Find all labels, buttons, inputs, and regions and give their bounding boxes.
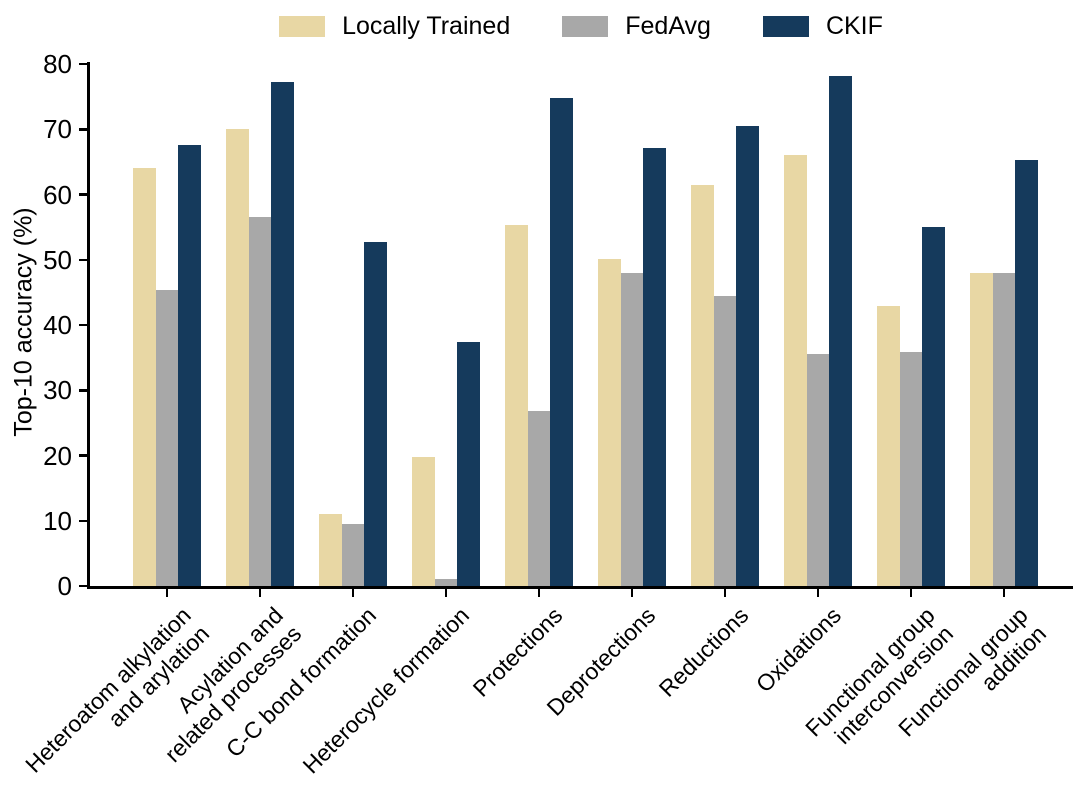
bar-fedavg — [434, 579, 458, 586]
x-axis-line — [87, 586, 1073, 589]
legend-item-1: Locally Trained — [279, 14, 510, 39]
bar-ckif — [736, 126, 759, 586]
x-tick-label-line: Oxidations — [751, 602, 847, 698]
bar-fedavg — [806, 353, 830, 586]
y-tick-mark — [79, 519, 87, 522]
x-tick-label: Heterocycle formation — [298, 602, 475, 779]
y-tick-mark — [79, 584, 87, 588]
x-tick-mark — [909, 589, 913, 597]
y-tick-label: 70 — [43, 114, 72, 145]
legend-item-2: FedAvg — [562, 14, 711, 39]
y-tick-mark — [79, 62, 87, 66]
y-tick-mark — [79, 323, 87, 327]
y-tick-label: 30 — [43, 375, 72, 406]
bar-ckif — [643, 148, 666, 586]
bar-ckif — [364, 242, 387, 586]
bar-ckif — [1015, 159, 1038, 586]
x-tick-label-line: Heterocycle formation — [297, 602, 475, 779]
bar-fedavg — [992, 273, 1016, 586]
y-axis-line — [87, 62, 90, 589]
bar-ckif — [550, 97, 573, 586]
legend: Locally Trained FedAvg CKIF — [41, 14, 1080, 39]
y-tick-mark — [79, 193, 87, 196]
bar-locally-trained — [412, 456, 435, 586]
x-tick-mark — [816, 589, 820, 597]
bar-locally-trained — [784, 155, 807, 586]
y-tick-label: 20 — [43, 440, 72, 471]
bar-fedavg — [155, 289, 179, 586]
y-tick-label: 0 — [57, 571, 72, 601]
x-tick-mark — [444, 589, 448, 597]
x-tick-mark — [723, 589, 727, 597]
bar-locally-trained — [226, 129, 249, 586]
y-tick-mark — [79, 454, 87, 457]
y-tick-label: 40 — [43, 310, 72, 340]
x-tick-mark — [351, 589, 355, 597]
x-tick-label: Protections — [468, 602, 568, 702]
bar-ckif — [922, 227, 945, 586]
bar-locally-trained — [598, 259, 621, 586]
plot-area — [90, 64, 1073, 586]
bar-locally-trained — [133, 168, 156, 586]
y-tick-mark — [79, 389, 87, 392]
y-tick-label: 60 — [43, 179, 72, 210]
legend-swatch-icon — [562, 16, 609, 37]
bar-ckif — [457, 341, 480, 586]
x-tick-label-line: Reductions — [653, 602, 754, 702]
bar-fedavg — [899, 351, 923, 586]
bar-fedavg — [527, 411, 551, 586]
legend-label: Locally Trained — [342, 12, 511, 40]
x-tick-mark — [258, 589, 262, 597]
legend-item-3: CKIF — [762, 12, 883, 40]
bar-fedavg — [620, 273, 644, 586]
x-tick-mark — [630, 589, 634, 597]
x-tick-mark — [1002, 589, 1006, 597]
y-tick-label: 50 — [43, 244, 72, 275]
x-tick-label: Reductions — [654, 602, 754, 702]
y-tick-label: 80 — [43, 49, 72, 79]
bar-locally-trained — [319, 513, 342, 586]
bar-fedavg — [341, 524, 365, 586]
bar-fedavg — [248, 216, 272, 586]
y-tick-mark — [79, 258, 87, 261]
bar-locally-trained — [970, 273, 993, 586]
x-tick-label-line: Protections — [467, 602, 568, 702]
bar-locally-trained — [877, 306, 900, 586]
bar-locally-trained — [691, 184, 714, 586]
bar-ckif — [829, 76, 852, 586]
legend-label: CKIF — [825, 12, 883, 40]
bar-fedavg — [713, 295, 737, 586]
bar-locally-trained — [505, 225, 528, 586]
y-tick-label: 10 — [43, 505, 72, 536]
x-tick-mark — [537, 589, 541, 597]
bar-ckif — [271, 82, 294, 586]
bar-ckif — [178, 144, 201, 586]
legend-swatch-icon — [279, 16, 326, 37]
legend-swatch-icon — [762, 16, 809, 37]
x-tick-mark — [165, 589, 169, 597]
x-tick-label: Oxidations — [751, 602, 846, 697]
y-tick-mark — [79, 128, 87, 131]
legend-label: FedAvg — [625, 12, 711, 40]
